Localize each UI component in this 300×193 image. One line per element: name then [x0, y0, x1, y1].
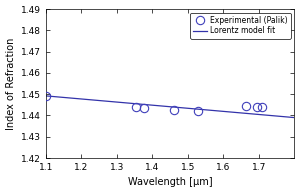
Y-axis label: Index of Refraction: Index of Refraction: [6, 37, 16, 130]
Lorentz model fit: [44, 95, 48, 97]
Lorentz model fit: [269, 114, 273, 117]
Experimental (Palik): [142, 107, 146, 109]
Lorentz model fit: [196, 108, 200, 110]
Experimental (Palik): [255, 106, 259, 108]
X-axis label: Wavelength [µm]: Wavelength [µm]: [128, 177, 212, 187]
Lorentz model fit: [292, 116, 296, 119]
Experimental (Palik): [135, 106, 138, 108]
Experimental (Palik): [260, 106, 264, 108]
Experimental (Palik): [172, 108, 175, 111]
Experimental (Palik): [244, 105, 248, 107]
Line: Experimental (Palik): Experimental (Palik): [42, 92, 266, 115]
Lorentz model fit: [191, 108, 195, 110]
Lorentz model fit: [45, 95, 49, 97]
Lorentz model fit: [254, 113, 257, 115]
Experimental (Palik): [44, 95, 48, 97]
Legend: Experimental (Palik), Lorentz model fit: Experimental (Palik), Lorentz model fit: [190, 13, 291, 39]
Lorentz model fit: [192, 108, 196, 110]
Line: Lorentz model fit: Lorentz model fit: [46, 96, 294, 118]
Experimental (Palik): [196, 110, 199, 112]
